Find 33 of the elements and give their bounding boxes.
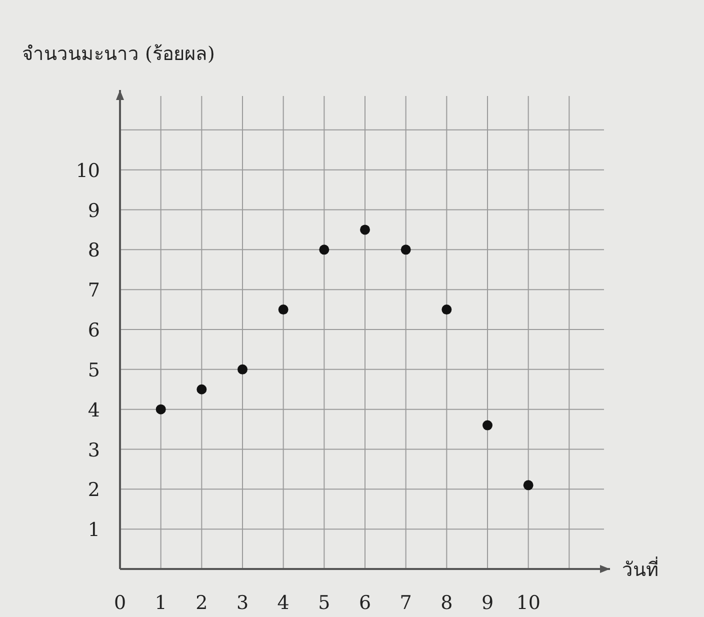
x-tick-label: 1	[154, 592, 167, 614]
point	[196, 384, 207, 394]
point	[442, 304, 452, 315]
y-tick-label: 9	[88, 200, 100, 222]
point	[278, 304, 288, 315]
point	[319, 244, 330, 255]
point	[238, 364, 248, 374]
y-axis-title: จำนวนมะนาว (ร้อยผล)	[22, 43, 215, 65]
x-tick-label: 10	[516, 592, 540, 614]
x-tick-label: 7	[400, 592, 412, 614]
point	[400, 244, 411, 255]
point	[482, 420, 492, 430]
y-tick-label: 2	[88, 479, 100, 502]
x-tick-label: 0	[114, 592, 126, 614]
y-tick-label: 7	[88, 280, 100, 302]
x-axis-title: วันที่	[622, 556, 659, 581]
y-tick-label: 5	[88, 359, 100, 382]
point	[523, 480, 534, 490]
point	[360, 224, 370, 235]
x-tick-label: 2	[196, 592, 208, 614]
y-tick-label: 1	[88, 519, 100, 542]
y-tick-label: 10	[76, 160, 100, 182]
x-tick-label: 9	[481, 592, 494, 614]
x-tick-label: 6	[358, 592, 372, 614]
x-tick-label: 8	[440, 592, 453, 614]
y-tick-label: 8	[88, 240, 100, 262]
point	[156, 404, 166, 414]
y-tick-label: 4	[88, 399, 100, 422]
x-tick-label: 4	[277, 592, 290, 614]
x-tick-label: 3	[236, 592, 249, 614]
y-tick-label: 6	[88, 320, 100, 342]
y-tick-label: 3	[88, 439, 100, 462]
x-tick-label: 5	[318, 592, 330, 614]
